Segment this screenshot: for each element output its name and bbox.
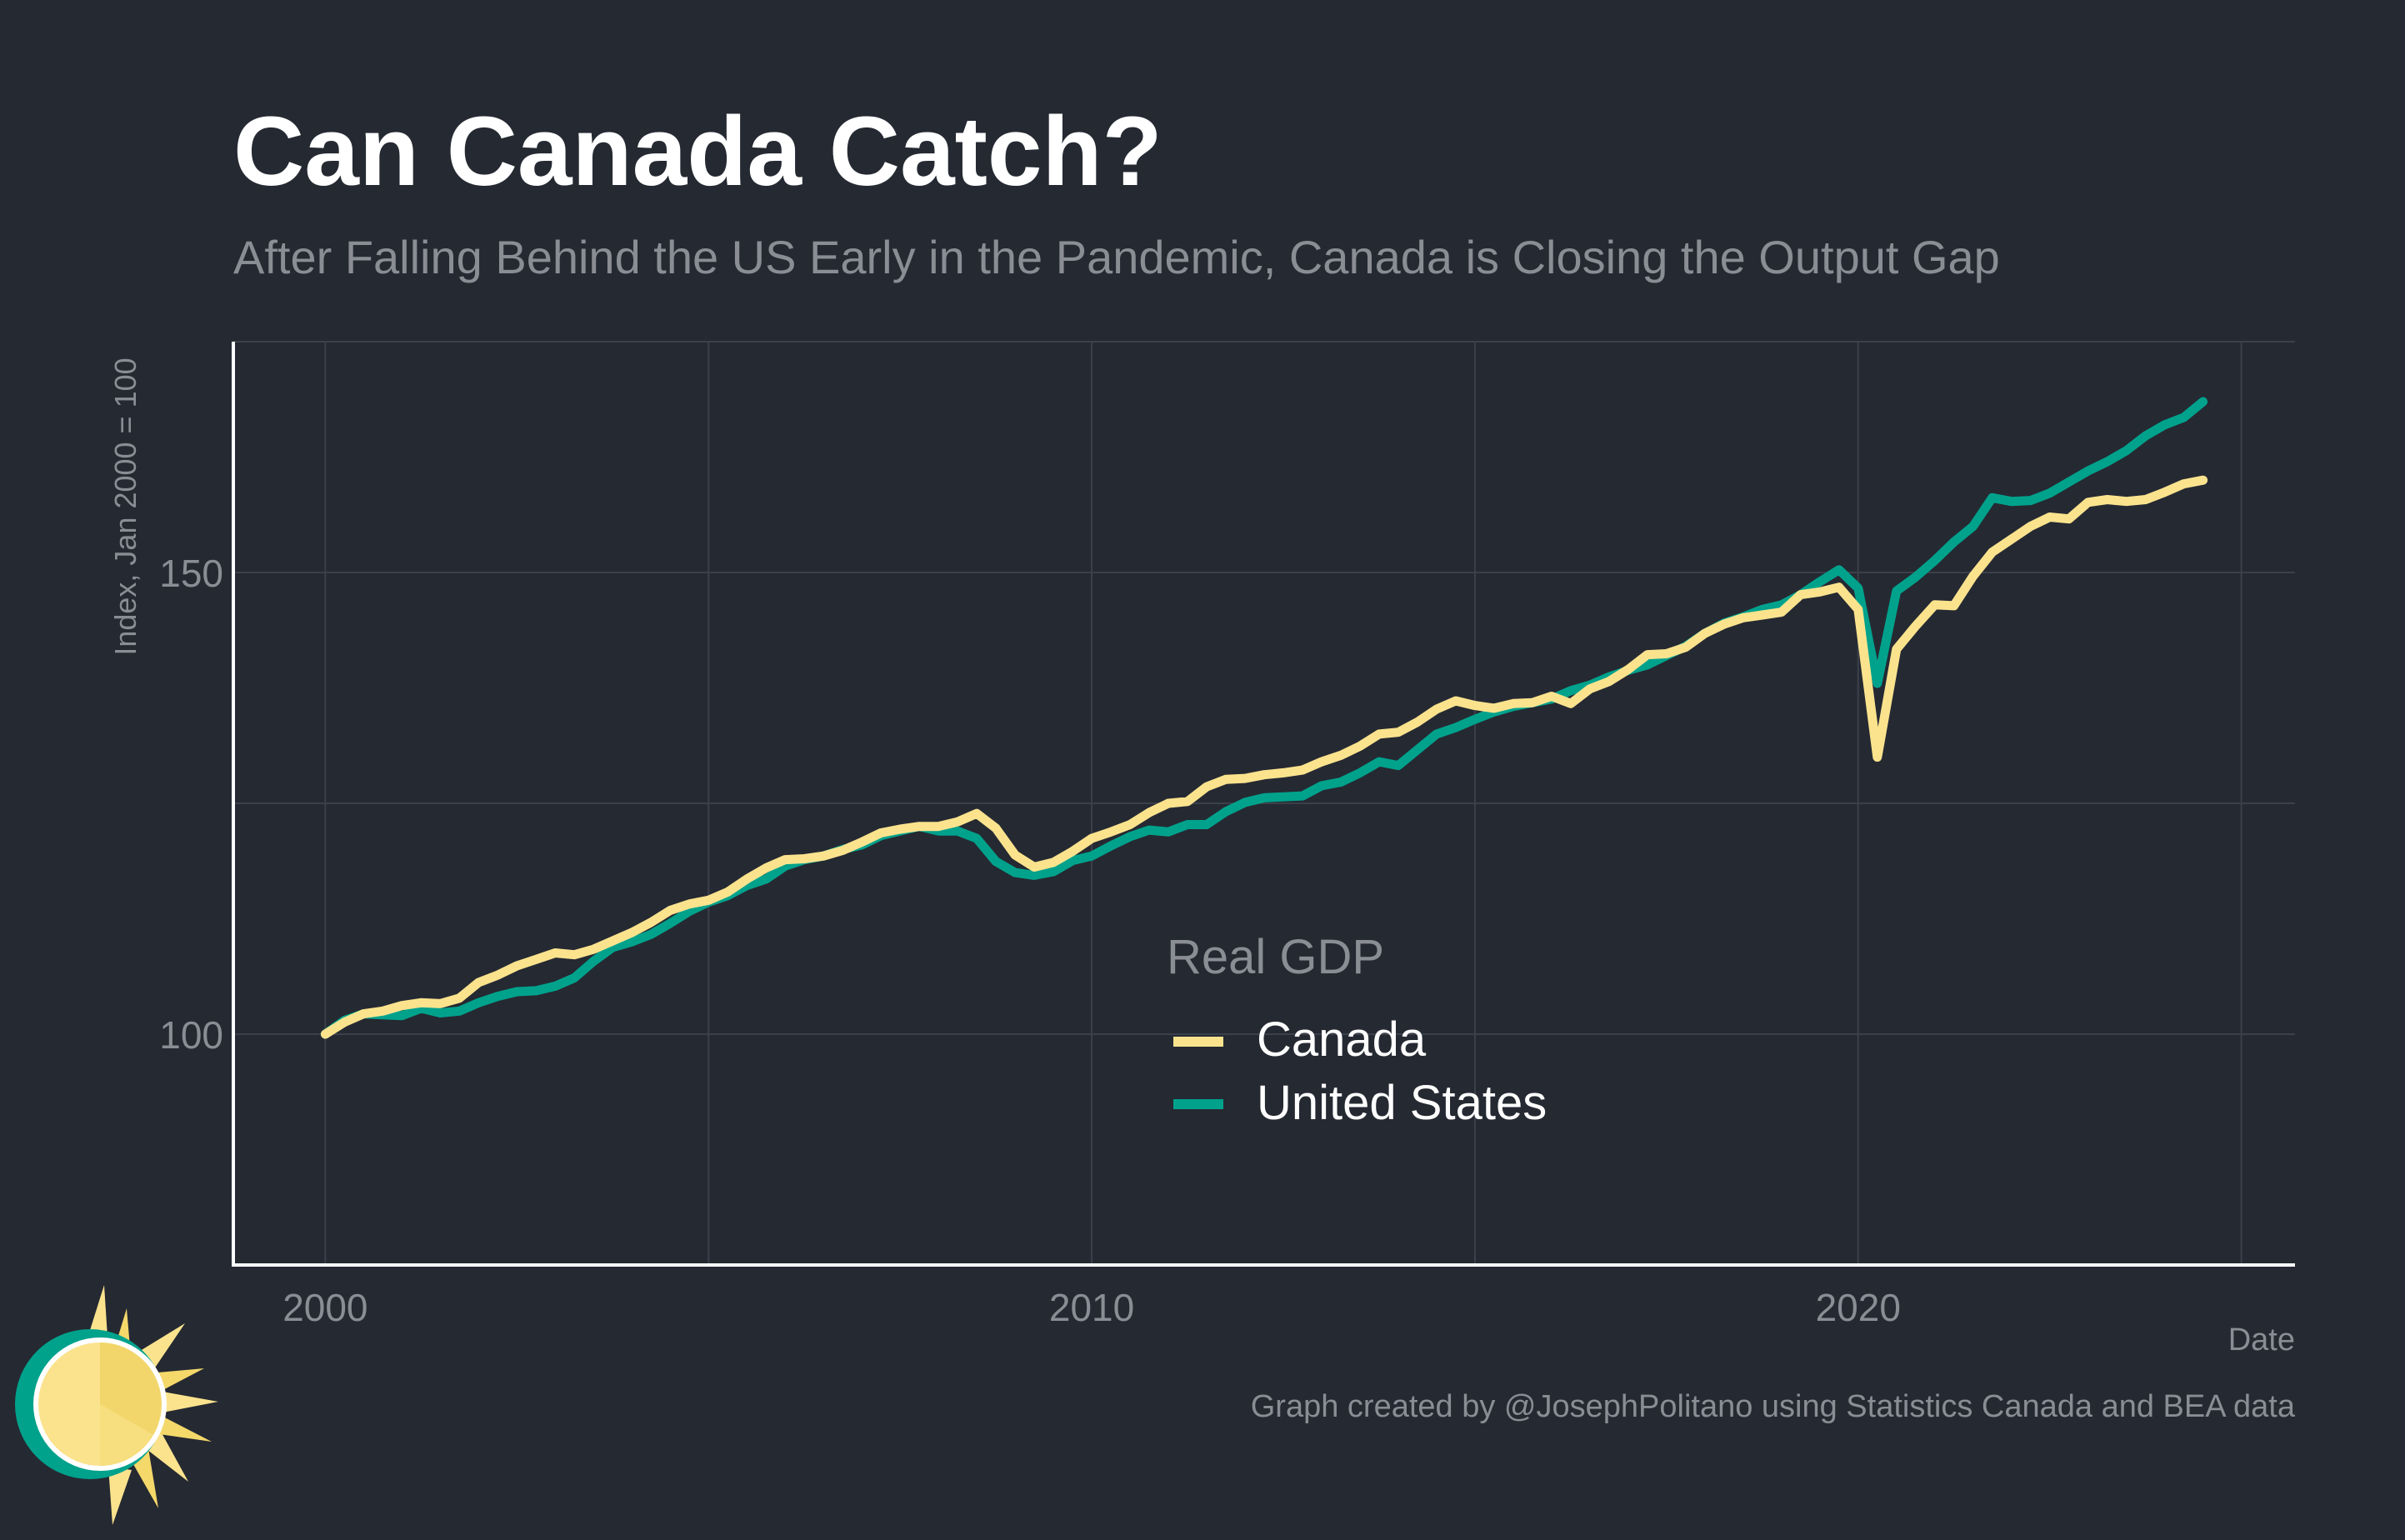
y-tick-label: 150 <box>159 552 223 595</box>
y-tick-labels: 100 150 <box>159 552 223 1057</box>
series-line-canada <box>320 475 2208 1039</box>
x-tick-label: 2000 <box>282 1286 368 1329</box>
series-line-united-states <box>320 397 2208 1039</box>
legend: Real GDP Canada United States <box>1167 930 1547 1130</box>
x-axis-label: Date <box>2228 1322 2295 1358</box>
x-tick-label: 2010 <box>1049 1286 1134 1329</box>
x-tick-label: 2020 <box>1816 1286 1901 1329</box>
series-lines <box>320 397 2208 1039</box>
sun-logo-icon <box>15 1285 218 1525</box>
chart-subtitle: After Falling Behind the US Early in the… <box>233 231 2000 283</box>
chart-title: Can Canada Catch? <box>233 97 1162 207</box>
legend-title: Real GDP <box>1167 930 1384 984</box>
legend-label-canada: Canada <box>1257 1012 1427 1067</box>
y-tick-label: 100 <box>159 1013 223 1057</box>
legend-label-united-states: United States <box>1257 1076 1547 1130</box>
y-axis-label: Index, Jan 2000 = 100 <box>108 358 142 655</box>
x-tick-labels: 2000 2010 2020 <box>282 1286 1901 1329</box>
grid-lines <box>233 341 2295 1265</box>
chart-caption: Graph created by @JosephPolitano using S… <box>1251 1389 2296 1424</box>
